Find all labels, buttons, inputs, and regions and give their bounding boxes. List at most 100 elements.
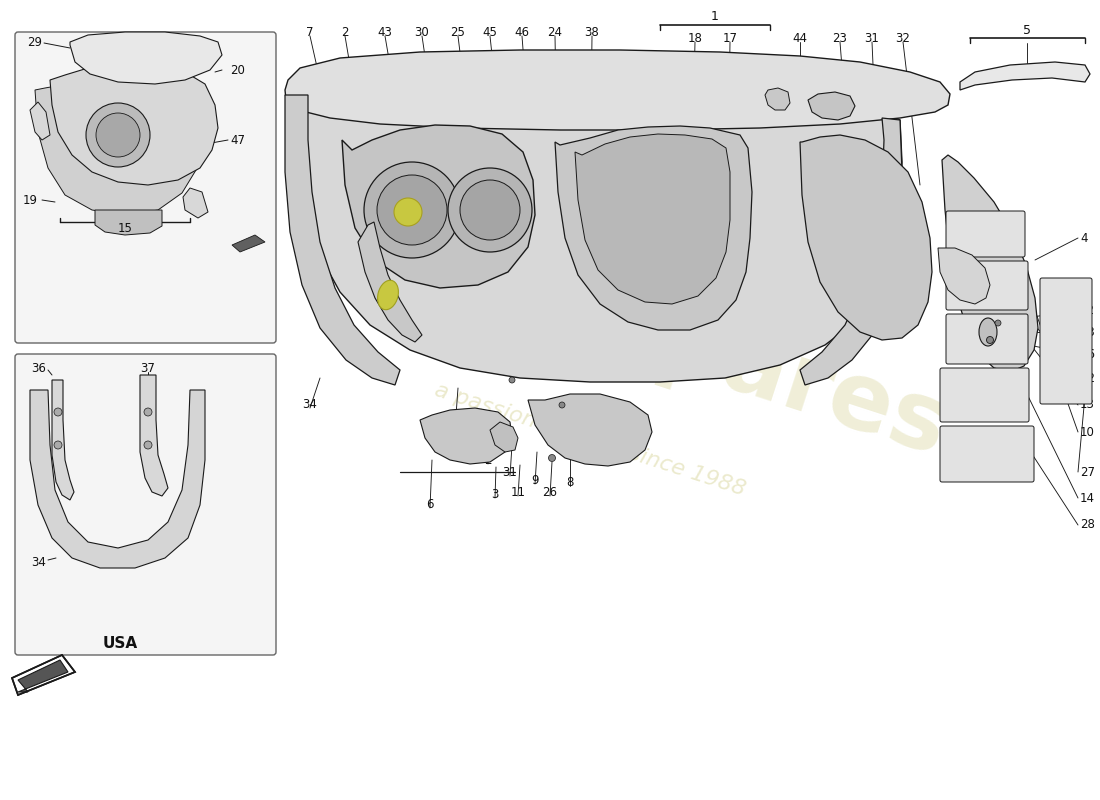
- Text: 22: 22: [1080, 371, 1094, 385]
- Text: 7: 7: [306, 26, 313, 38]
- Text: 27: 27: [1080, 466, 1094, 478]
- Circle shape: [460, 180, 520, 240]
- Polygon shape: [960, 62, 1090, 90]
- Text: 7: 7: [451, 418, 459, 431]
- Polygon shape: [95, 210, 162, 235]
- Polygon shape: [70, 32, 222, 84]
- Text: eurospares: eurospares: [362, 204, 958, 476]
- Text: 47: 47: [230, 134, 245, 146]
- Circle shape: [394, 198, 422, 226]
- Polygon shape: [808, 92, 855, 120]
- FancyBboxPatch shape: [1040, 278, 1092, 404]
- Polygon shape: [18, 660, 68, 692]
- Polygon shape: [12, 655, 75, 695]
- Circle shape: [54, 408, 62, 416]
- Circle shape: [86, 103, 150, 167]
- FancyBboxPatch shape: [946, 314, 1028, 364]
- Polygon shape: [35, 78, 200, 215]
- Polygon shape: [140, 375, 168, 496]
- Polygon shape: [800, 135, 932, 340]
- Text: 9: 9: [531, 474, 539, 486]
- Text: 28: 28: [1080, 518, 1094, 531]
- Text: 15: 15: [118, 222, 132, 234]
- Text: 20: 20: [230, 63, 245, 77]
- Text: 31: 31: [865, 31, 879, 45]
- Text: 43: 43: [377, 26, 393, 38]
- Text: 16: 16: [390, 298, 406, 311]
- Text: USA: USA: [102, 637, 138, 651]
- FancyBboxPatch shape: [946, 211, 1025, 257]
- Text: 2: 2: [341, 26, 349, 38]
- Text: 17: 17: [723, 31, 737, 45]
- Text: 3: 3: [492, 487, 498, 501]
- Polygon shape: [232, 235, 265, 252]
- Circle shape: [987, 337, 993, 343]
- Circle shape: [509, 377, 515, 383]
- Circle shape: [364, 162, 460, 258]
- Text: 10: 10: [1080, 426, 1094, 438]
- Text: 38: 38: [584, 26, 600, 38]
- Circle shape: [144, 441, 152, 449]
- Text: 36: 36: [31, 362, 46, 374]
- Text: 45: 45: [483, 26, 497, 38]
- Text: 46: 46: [515, 26, 529, 38]
- Polygon shape: [764, 88, 790, 110]
- Text: 19: 19: [23, 194, 38, 206]
- Text: 13: 13: [1080, 398, 1094, 411]
- Polygon shape: [30, 102, 50, 140]
- Polygon shape: [556, 126, 752, 330]
- Polygon shape: [285, 50, 950, 130]
- Polygon shape: [358, 222, 422, 342]
- FancyBboxPatch shape: [940, 426, 1034, 482]
- Text: 5: 5: [1023, 23, 1031, 37]
- Text: 37: 37: [141, 362, 155, 374]
- Polygon shape: [342, 125, 535, 288]
- FancyBboxPatch shape: [15, 32, 276, 343]
- Text: 1: 1: [711, 10, 719, 23]
- FancyBboxPatch shape: [15, 354, 276, 655]
- Text: 44: 44: [792, 31, 807, 45]
- Text: 26: 26: [1080, 349, 1094, 362]
- Text: 2: 2: [484, 454, 492, 466]
- Text: 25: 25: [451, 26, 465, 38]
- FancyBboxPatch shape: [946, 261, 1028, 310]
- Text: 29: 29: [28, 37, 42, 50]
- Text: 23: 23: [833, 31, 847, 45]
- Polygon shape: [52, 380, 74, 500]
- Text: 48: 48: [811, 94, 825, 106]
- Text: 18: 18: [688, 31, 703, 45]
- Text: 33: 33: [1080, 326, 1094, 338]
- Circle shape: [96, 113, 140, 157]
- Circle shape: [54, 441, 62, 449]
- Polygon shape: [295, 92, 902, 382]
- Polygon shape: [490, 422, 518, 452]
- Polygon shape: [942, 155, 1038, 372]
- Text: 8: 8: [566, 475, 574, 489]
- Ellipse shape: [979, 318, 997, 346]
- Circle shape: [448, 168, 532, 252]
- Text: 6: 6: [427, 498, 433, 510]
- Text: 4: 4: [1080, 231, 1088, 245]
- Text: 34: 34: [31, 555, 46, 569]
- Polygon shape: [50, 64, 218, 185]
- Polygon shape: [183, 188, 208, 218]
- Text: 30: 30: [415, 26, 429, 38]
- Text: 34: 34: [302, 398, 318, 410]
- Circle shape: [559, 402, 565, 408]
- Text: 31: 31: [503, 466, 517, 478]
- Polygon shape: [575, 134, 730, 304]
- Polygon shape: [528, 394, 652, 466]
- Text: 32: 32: [895, 31, 911, 45]
- Polygon shape: [800, 118, 902, 385]
- Text: 14: 14: [1080, 491, 1094, 505]
- Polygon shape: [938, 248, 990, 304]
- Text: a passion for cars since 1988: a passion for cars since 1988: [432, 380, 748, 500]
- Ellipse shape: [377, 280, 398, 310]
- Circle shape: [144, 408, 152, 416]
- Text: 24: 24: [548, 26, 562, 38]
- Circle shape: [377, 175, 447, 245]
- Polygon shape: [420, 408, 512, 464]
- Polygon shape: [285, 95, 400, 385]
- Polygon shape: [30, 390, 205, 568]
- Text: 11: 11: [510, 486, 526, 498]
